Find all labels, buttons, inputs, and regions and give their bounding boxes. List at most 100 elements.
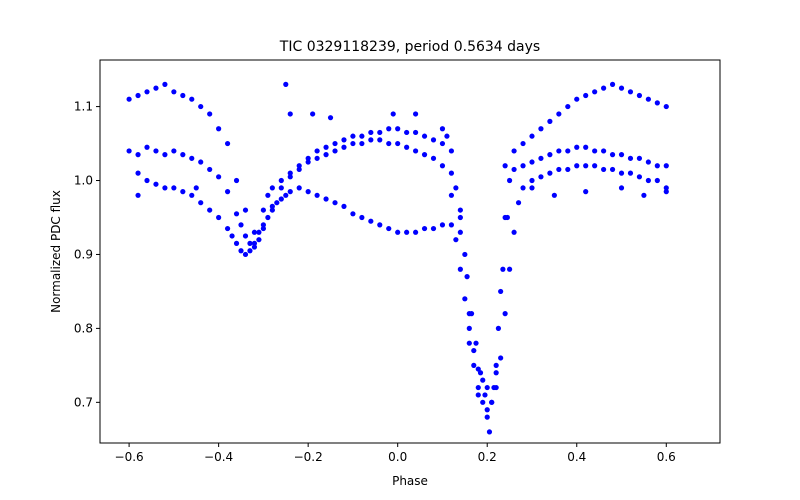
data-point: [310, 111, 316, 117]
x-tick-label: −0.6: [115, 450, 144, 464]
data-point: [430, 225, 437, 232]
data-point: [529, 185, 535, 191]
data-point: [265, 214, 271, 221]
data-point: [278, 177, 284, 184]
data-point: [457, 214, 463, 221]
x-axis-label: Phase: [392, 474, 428, 488]
data-point: [493, 362, 499, 368]
data-point: [377, 129, 383, 136]
data-point: [421, 152, 428, 158]
data-point: [162, 152, 168, 158]
data-point: [224, 140, 231, 147]
data-point: [663, 185, 669, 191]
x-tick-label: 0.6: [657, 450, 676, 464]
data-point: [386, 126, 392, 132]
data-point: [444, 133, 450, 139]
data-point: [663, 163, 669, 169]
data-point: [171, 148, 177, 154]
data-point: [171, 89, 177, 95]
data-point: [314, 148, 320, 154]
data-point: [260, 225, 266, 232]
data-point: [627, 155, 634, 161]
data-point: [341, 203, 347, 209]
x-tick-label: −0.4: [204, 450, 233, 464]
data-point: [135, 152, 141, 158]
y-axis-label: Normalized PDC flux: [49, 190, 63, 313]
data-point: [251, 240, 258, 246]
data-point: [507, 177, 513, 184]
data-point: [601, 148, 607, 154]
data-point: [484, 407, 490, 413]
data-point: [180, 189, 186, 195]
data-point: [453, 237, 459, 243]
data-point: [502, 311, 508, 317]
data-point: [609, 81, 616, 87]
y-tick-label: 1.1: [74, 100, 93, 114]
data-point: [229, 233, 235, 239]
data-point: [207, 111, 213, 117]
data-point: [480, 377, 486, 383]
data-point: [529, 159, 535, 165]
data-point: [404, 144, 410, 150]
data-point: [498, 288, 504, 295]
data-point: [413, 129, 419, 136]
data-point: [592, 89, 598, 95]
data-point: [314, 192, 320, 198]
data-point: [350, 133, 356, 139]
data-point: [502, 163, 508, 169]
data-point: [144, 144, 150, 150]
data-point: [305, 189, 311, 195]
data-point: [144, 89, 150, 95]
data-point: [654, 177, 660, 184]
data-point: [466, 325, 472, 331]
data-point: [538, 126, 544, 132]
data-point: [247, 248, 253, 254]
data-point: [171, 185, 177, 191]
data-point: [413, 229, 419, 235]
data-point: [511, 148, 517, 154]
data-point: [283, 81, 289, 87]
data-point: [135, 192, 141, 198]
data-point: [439, 222, 446, 228]
data-point: [477, 370, 484, 376]
data-point: [645, 96, 651, 102]
data-point: [224, 189, 231, 195]
data-point: [565, 166, 571, 173]
data-point: [654, 163, 660, 169]
data-point: [368, 218, 374, 224]
data-point: [471, 362, 477, 368]
data-point: [198, 200, 204, 206]
data-point: [618, 185, 625, 191]
data-point: [473, 340, 479, 346]
data-point: [583, 189, 589, 195]
data-point: [609, 166, 616, 173]
data-point: [556, 148, 562, 154]
data-point: [565, 103, 571, 110]
data-point: [592, 163, 598, 169]
data-point: [269, 203, 275, 209]
data-point: [305, 159, 311, 165]
data-point: [457, 229, 463, 235]
data-point: [663, 103, 669, 110]
data-point: [430, 137, 437, 143]
data-point: [126, 96, 132, 102]
data-point: [529, 133, 535, 139]
data-point: [296, 166, 302, 173]
data-point: [574, 96, 580, 102]
data-point: [484, 384, 490, 391]
data-point: [457, 266, 463, 272]
data-point: [135, 170, 141, 176]
data-point: [645, 177, 651, 184]
data-point: [323, 196, 329, 202]
data-point: [251, 244, 258, 250]
data-point: [153, 148, 159, 154]
data-point: [413, 148, 419, 154]
data-point: [341, 137, 347, 143]
data-point: [207, 166, 213, 173]
data-point: [260, 207, 266, 213]
chart-title: TIC 0329118239, period 0.5634 days: [279, 39, 540, 55]
data-point: [475, 392, 481, 398]
data-points: [126, 81, 669, 435]
